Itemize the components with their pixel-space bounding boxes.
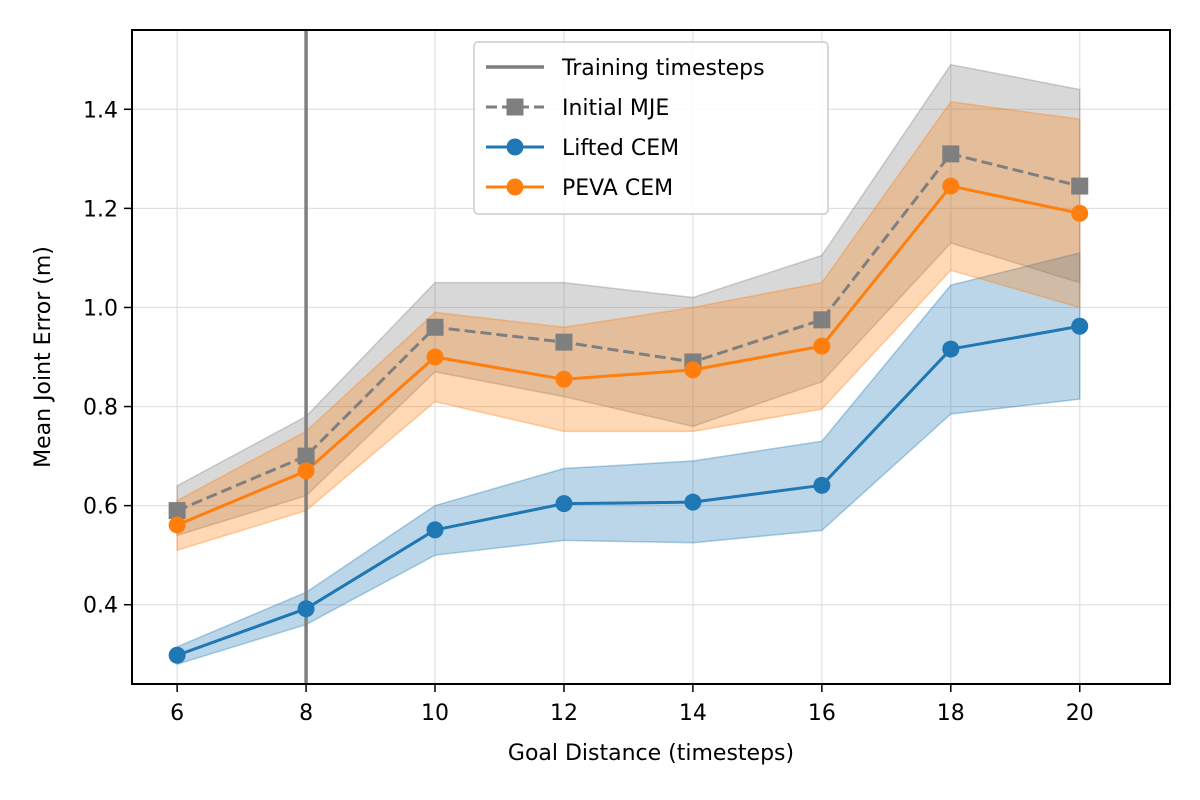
legend: Training timesteps Initial MJE Lifted CEM P… — [473, 41, 829, 215]
y-tick-label: 0.4 — [83, 594, 118, 619]
y-tick-label: 1.4 — [83, 98, 118, 123]
lifted-cem-point — [426, 521, 444, 539]
legend-peva-cem-label: PEVA CEM — [562, 176, 673, 201]
peva-cem-band — [176, 101, 1081, 552]
lifted-cem-point — [297, 600, 315, 618]
y-tick-label: 0.6 — [83, 495, 118, 520]
initial-mje-point — [555, 333, 573, 351]
x-tick-label: 12 — [550, 701, 578, 726]
legend-initial-mje-label: Initial MJE — [562, 96, 669, 121]
x-tick-label: 10 — [421, 701, 449, 726]
initial-mje-point — [168, 502, 186, 520]
lifted-cem-line — [176, 324, 1081, 657]
legend-training-timesteps-label: Training timesteps — [561, 56, 765, 81]
peva-cem-point — [1071, 204, 1089, 222]
x-tick-label: 14 — [679, 701, 707, 726]
peva-cem-point — [426, 348, 444, 366]
initial-mje-point — [942, 145, 960, 163]
y-axis: 0.4 0.6 0.8 1.0 1.2 1.4 — [83, 98, 132, 619]
initial-mje-line — [176, 152, 1081, 512]
peva-cem-point — [555, 370, 573, 388]
legend-peva-cem-marker — [506, 178, 524, 196]
peva-cem-point — [813, 337, 831, 355]
y-tick-label: 1.0 — [83, 296, 118, 321]
initial-mje-point — [426, 318, 444, 336]
x-axis-label: Goal Distance (timesteps) — [508, 741, 794, 766]
confidence-bands — [176, 63, 1081, 666]
peva-cem-point — [168, 516, 186, 534]
peva-cem-point — [942, 177, 960, 195]
x-tick-label: 6 — [170, 701, 184, 726]
lifted-cem-point — [555, 495, 573, 513]
legend-lifted-cem-marker — [506, 138, 524, 156]
legend-initial-mje-marker — [506, 98, 524, 116]
lifted-cem-point — [813, 476, 831, 494]
legend-lifted-cem-label: Lifted CEM — [562, 136, 679, 161]
x-axis: 6 8 10 12 14 16 18 20 — [170, 684, 1094, 726]
lifted-cem-point — [684, 493, 702, 511]
y-tick-label: 1.2 — [83, 197, 118, 222]
initial-mje-point — [297, 447, 315, 465]
series-markers — [168, 145, 1089, 664]
x-tick-label: 16 — [808, 701, 836, 726]
lifted-cem-point — [1071, 317, 1089, 335]
x-tick-label: 8 — [299, 701, 313, 726]
x-tick-label: 20 — [1066, 701, 1094, 726]
peva-cem-line — [176, 184, 1081, 527]
lifted-cem-point — [942, 340, 960, 358]
peva-cem-point — [684, 361, 702, 379]
series-lines — [176, 152, 1081, 657]
x-tick-label: 18 — [937, 701, 965, 726]
plot-frame — [131, 29, 1171, 685]
legend-box — [473, 41, 829, 215]
lifted-cem-band — [176, 251, 1081, 666]
initial-mje-point — [1071, 177, 1089, 195]
lifted-cem-point — [168, 646, 186, 664]
peva-cem-point — [297, 462, 315, 480]
y-tick-label: 0.8 — [83, 396, 118, 421]
initial-mje-band — [176, 63, 1081, 537]
y-axis-label: Mean Joint Error (m) — [31, 246, 56, 468]
initial-mje-point — [813, 311, 831, 329]
